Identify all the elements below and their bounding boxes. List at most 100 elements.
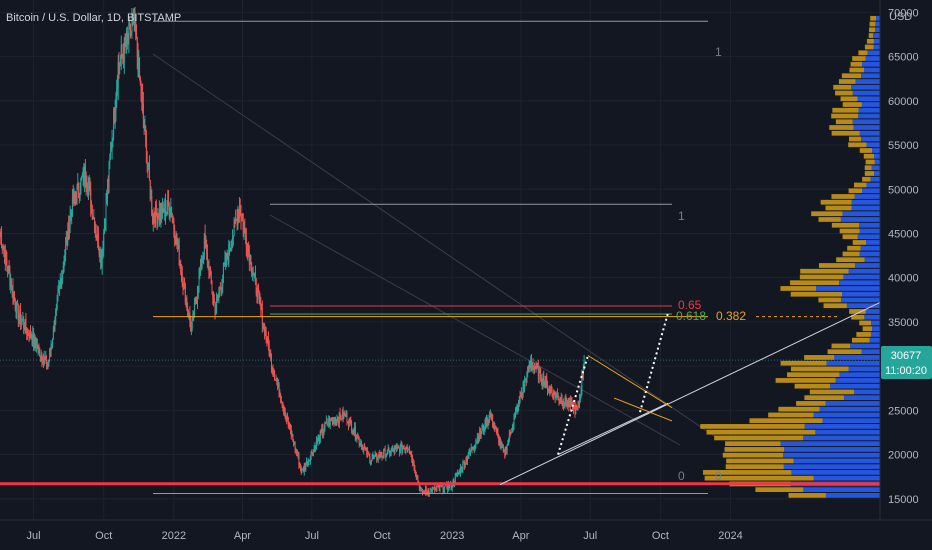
time-axis[interactable]: Jul Oct 2022 Apr Jul Oct 2023 Apr Jul Oct 2024: [27, 530, 743, 542]
candle-body: [243, 227, 245, 232]
volume-bar-up: [862, 188, 880, 194]
candle-body: [410, 453, 412, 455]
candle-body: [325, 419, 327, 424]
candle-body: [406, 448, 408, 450]
candle-body: [25, 318, 27, 329]
candle-body: [375, 453, 377, 455]
candle-body: [46, 356, 48, 366]
candle-body: [505, 446, 507, 455]
candle-body: [288, 423, 290, 426]
volume-bar-up: [865, 56, 880, 61]
candle-body: [225, 254, 227, 266]
price-badge[interactable]: 30677 11:00:20: [881, 346, 932, 379]
candle-body: [197, 294, 199, 302]
candle-body: [467, 455, 469, 459]
candle-body: [531, 364, 533, 367]
candle-body: [164, 202, 166, 217]
candle-body: [425, 488, 427, 495]
candle-body: [527, 366, 529, 371]
candle-body: [359, 443, 361, 445]
candle-body: [395, 447, 397, 449]
candle-body: [342, 411, 344, 419]
candle-body: [550, 389, 552, 392]
candle-body: [331, 420, 333, 422]
candle-body: [399, 445, 401, 454]
volume-bar-up: [873, 38, 880, 44]
candle-body: [0, 233, 1, 235]
candle-body: [440, 485, 442, 487]
y-tick-label: 55000: [888, 140, 919, 152]
candle-body: [549, 387, 551, 391]
candle-body: [274, 379, 276, 381]
candle-body: [507, 440, 509, 446]
candle-body: [516, 407, 518, 410]
candle-body: [158, 209, 160, 220]
volume-bar-down: [818, 217, 841, 222]
candle-body: [54, 323, 56, 331]
candle-body: [492, 414, 494, 425]
candle-body: [354, 426, 356, 433]
volume-bar-down: [869, 21, 876, 27]
candle-body: [418, 483, 420, 490]
candle-body: [292, 434, 294, 440]
candle-body: [499, 439, 501, 446]
candle-body: [162, 202, 164, 209]
candle-body: [120, 45, 122, 59]
candle-body: [251, 273, 253, 275]
y-tick-label: 25000: [888, 405, 919, 417]
candle-body: [116, 88, 118, 101]
candle-body: [228, 244, 230, 263]
volume-bar-down: [853, 182, 867, 188]
candle-body: [215, 307, 217, 315]
candle-body: [129, 23, 131, 25]
candle-body: [232, 235, 234, 239]
candle-body: [294, 442, 296, 451]
volume-bar-down: [851, 337, 870, 343]
candle-body: [202, 256, 204, 261]
candle-body: [513, 418, 515, 425]
volume-bar-down: [868, 33, 874, 38]
candle-body: [528, 362, 530, 371]
candle-body: [565, 396, 567, 403]
candle-body: [269, 352, 271, 357]
candle-body: [414, 468, 416, 473]
last-price-label: 30677: [891, 350, 922, 362]
candle-body: [521, 392, 523, 395]
candle-body: [195, 299, 197, 301]
volume-bar-up: [842, 211, 880, 217]
candle-body: [68, 225, 70, 238]
candle-body: [4, 250, 6, 263]
candle-body: [9, 272, 11, 286]
candle-body: [530, 360, 532, 366]
candle-body: [436, 487, 438, 489]
candle-body: [391, 449, 393, 451]
candle-body: [188, 313, 190, 317]
candle-body: [476, 437, 478, 442]
candle-body: [562, 403, 564, 406]
candle-body: [534, 368, 536, 370]
candle-body: [209, 271, 211, 273]
candle-body: [241, 217, 243, 220]
candle-body: [174, 239, 176, 244]
volume-bar-up: [804, 424, 880, 429]
x-tick-label: 2024: [718, 530, 742, 542]
candle-body: [20, 320, 22, 324]
volume-bar-down: [862, 176, 871, 182]
candle-body: [541, 381, 543, 385]
candle-body: [335, 420, 337, 424]
candle-body: [295, 449, 297, 451]
candle-body: [234, 219, 236, 221]
candle-body: [159, 209, 161, 218]
candle-body: [443, 490, 445, 492]
candle-body: [48, 361, 50, 367]
candle-body: [137, 56, 139, 76]
volume-bar-down: [726, 458, 794, 464]
candle-body: [59, 281, 61, 285]
candle-body: [419, 488, 421, 490]
candle-body: [2, 248, 4, 250]
candle-body: [559, 399, 561, 402]
candle-body: [444, 486, 446, 491]
candle-body: [24, 318, 26, 331]
